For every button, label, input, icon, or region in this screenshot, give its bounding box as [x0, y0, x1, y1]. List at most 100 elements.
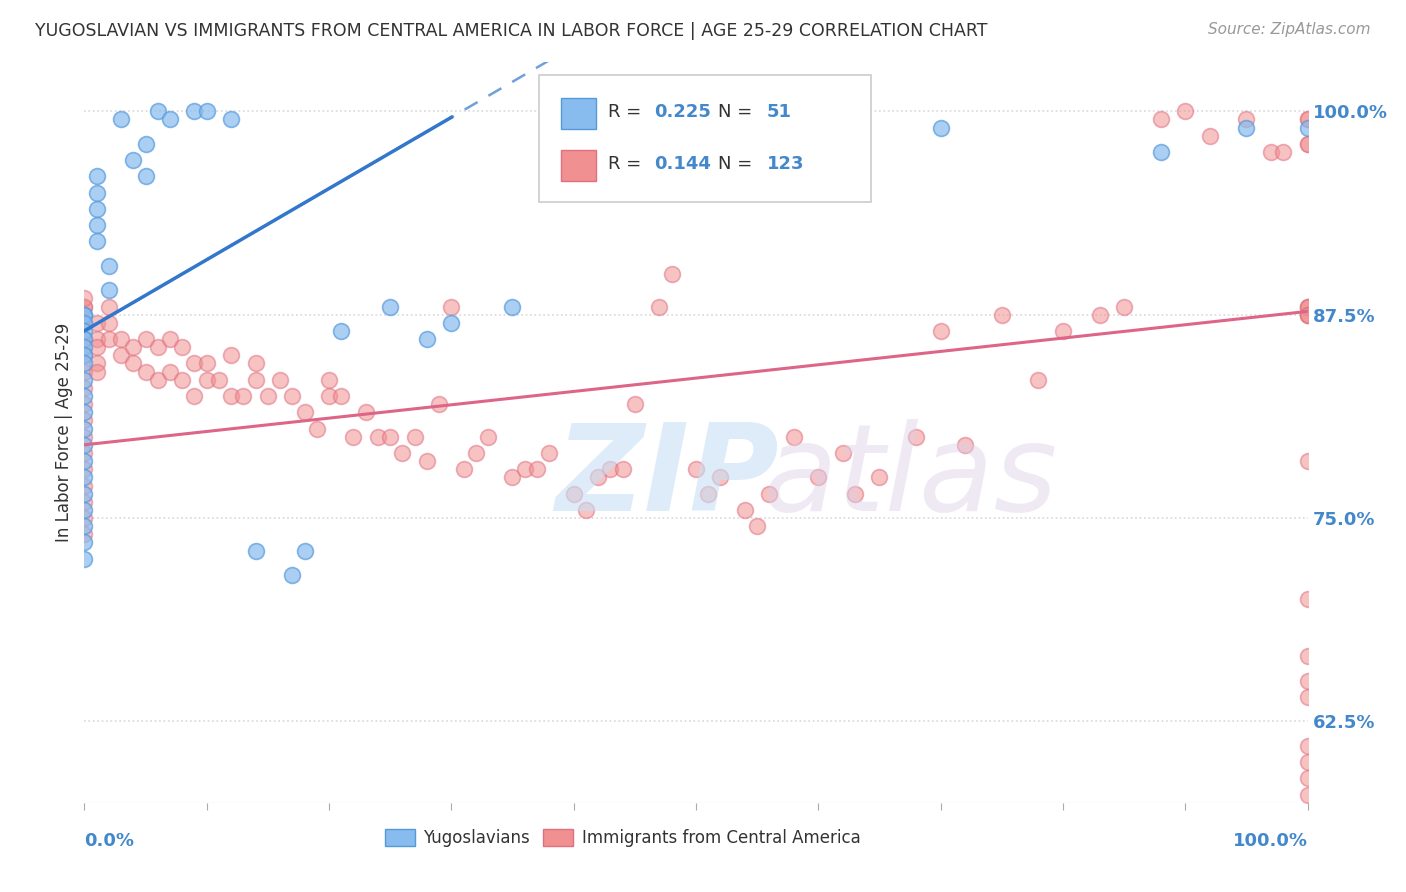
Point [330, 389, 353, 403]
Point [73, 421, 96, 435]
Legend: Yugoslavians, Immigrants from Central America: Yugoslavians, Immigrants from Central Am… [378, 822, 868, 854]
Point [73, 389, 96, 403]
Point [513, 462, 536, 476]
Text: 0.144: 0.144 [654, 155, 711, 173]
Point [747, 519, 769, 533]
Point [1260, 145, 1282, 159]
Point [135, 169, 157, 184]
Point [453, 462, 475, 476]
Point [73, 470, 96, 484]
Point [807, 470, 830, 484]
Point [1272, 145, 1295, 159]
Point [257, 389, 280, 403]
Point [1296, 308, 1319, 322]
Point [172, 373, 194, 387]
Point [73, 332, 96, 346]
Point [86, 186, 108, 200]
Point [73, 316, 96, 330]
Point [146, 104, 169, 119]
Point [1150, 145, 1173, 159]
Point [318, 389, 340, 403]
Point [73, 486, 96, 500]
Point [734, 503, 756, 517]
Point [929, 120, 952, 135]
Point [391, 446, 413, 460]
Bar [561, 98, 596, 129]
Point [73, 300, 96, 314]
Point [73, 373, 96, 387]
Point [73, 356, 96, 370]
Point [183, 356, 205, 370]
Point [1296, 308, 1319, 322]
Point [648, 300, 671, 314]
Point [562, 112, 585, 127]
Point [1150, 112, 1173, 127]
Point [294, 405, 316, 419]
Point [526, 462, 548, 476]
Point [146, 373, 169, 387]
Point [367, 430, 389, 444]
Point [575, 503, 598, 517]
Point [86, 218, 108, 232]
Point [86, 316, 108, 330]
Point [73, 308, 96, 322]
Point [245, 356, 267, 370]
Point [905, 430, 928, 444]
Text: atlas: atlas [763, 418, 1059, 535]
Point [1296, 136, 1319, 151]
Point [183, 104, 205, 119]
Point [1296, 673, 1319, 688]
Point [219, 112, 242, 127]
Point [86, 332, 108, 346]
Point [1296, 300, 1319, 314]
Point [1236, 120, 1258, 135]
Point [110, 348, 132, 362]
Point [305, 421, 328, 435]
Point [73, 551, 96, 566]
Point [281, 389, 304, 403]
Point [562, 486, 585, 500]
Point [195, 356, 218, 370]
Point [97, 259, 120, 273]
FancyBboxPatch shape [540, 75, 870, 202]
Point [538, 446, 561, 460]
Point [73, 348, 96, 362]
Point [159, 365, 181, 379]
Point [73, 438, 96, 452]
Point [73, 332, 96, 346]
Point [73, 316, 96, 330]
Point [245, 373, 267, 387]
Point [477, 430, 499, 444]
Point [73, 413, 96, 427]
Point [172, 340, 194, 354]
Point [354, 405, 377, 419]
Point [831, 446, 853, 460]
Text: N =: N = [718, 103, 758, 121]
Point [73, 381, 96, 395]
Text: N =: N = [718, 155, 758, 173]
Point [73, 495, 96, 509]
Point [1088, 308, 1111, 322]
Point [135, 365, 157, 379]
Point [1296, 454, 1319, 468]
Point [73, 511, 96, 525]
Text: 0.0%: 0.0% [84, 832, 135, 850]
Point [208, 373, 231, 387]
Point [146, 340, 169, 354]
Point [86, 356, 108, 370]
Point [342, 430, 364, 444]
Point [1028, 373, 1050, 387]
Point [294, 543, 316, 558]
Point [1296, 120, 1319, 135]
Point [1296, 755, 1319, 769]
Point [73, 503, 96, 517]
Point [97, 283, 120, 297]
Point [1114, 300, 1136, 314]
Point [380, 300, 402, 314]
Point [281, 568, 304, 582]
Text: 0.225: 0.225 [654, 103, 711, 121]
Point [86, 365, 108, 379]
Point [73, 446, 96, 460]
Point [1296, 136, 1319, 151]
Point [1296, 300, 1319, 314]
